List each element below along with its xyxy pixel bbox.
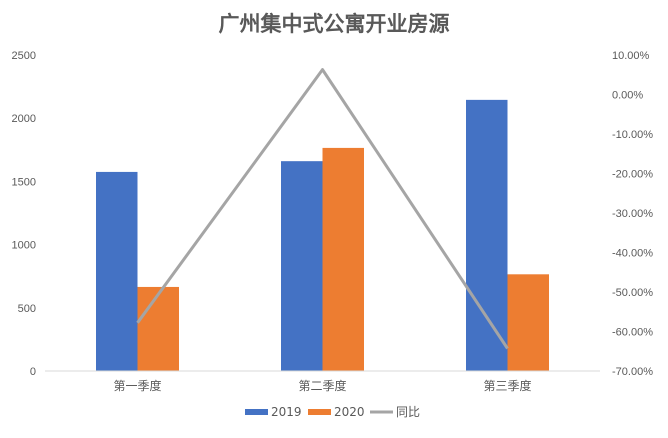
right-tick-label: -50.00% <box>612 287 653 299</box>
category-labels: 第一季度 第二季度 第三季度 <box>113 378 531 393</box>
legend-label: 2019 <box>271 405 302 419</box>
right-tick-label: -60.00% <box>612 327 653 339</box>
right-tick-label: -10.00% <box>612 129 653 141</box>
left-tick-label: 1000 <box>12 240 36 252</box>
chart-title: 广州集中式公寓开业房源 <box>219 12 450 36</box>
legend-label: 同比 <box>396 405 420 419</box>
right-tick-label: 0.00% <box>612 90 643 102</box>
legend-label: 2020 <box>334 405 365 419</box>
category-label: 第一季度 <box>113 378 161 393</box>
bar-2019 <box>466 99 508 371</box>
left-tick-label: 1500 <box>12 176 36 188</box>
bar-2020 <box>507 274 549 371</box>
right-axis-ticks: 10.00% 0.00% -10.00% -20.00% -30.00% -40.00% -… <box>612 50 653 378</box>
right-tick-label: -30.00% <box>612 208 653 220</box>
right-tick-label: 10.00% <box>612 50 650 62</box>
legend: 2019 2020 同比 <box>245 405 420 419</box>
yoy-line <box>136 68 509 350</box>
left-tick-label: 500 <box>18 303 36 315</box>
bar-series <box>96 99 549 371</box>
bar-2019 <box>96 171 138 371</box>
right-tick-label: -20.00% <box>612 169 653 181</box>
category-label: 第三季度 <box>483 378 531 393</box>
right-tick-label: -70.00% <box>612 366 653 378</box>
left-tick-label: 0 <box>30 366 36 378</box>
bar-2019 <box>281 161 323 371</box>
legend-swatch-2020 <box>308 409 331 415</box>
legend-swatch-2019 <box>245 409 268 415</box>
bar-2020 <box>137 286 179 371</box>
left-tick-label: 2500 <box>12 50 36 62</box>
right-tick-label: -40.00% <box>612 248 653 260</box>
bar-2020 <box>322 147 364 371</box>
left-axis-ticks: 0 500 1000 1500 2000 2500 <box>12 50 36 378</box>
left-tick-label: 2000 <box>12 113 36 125</box>
yoy-line-series <box>136 68 509 350</box>
category-label: 第二季度 <box>298 378 346 393</box>
